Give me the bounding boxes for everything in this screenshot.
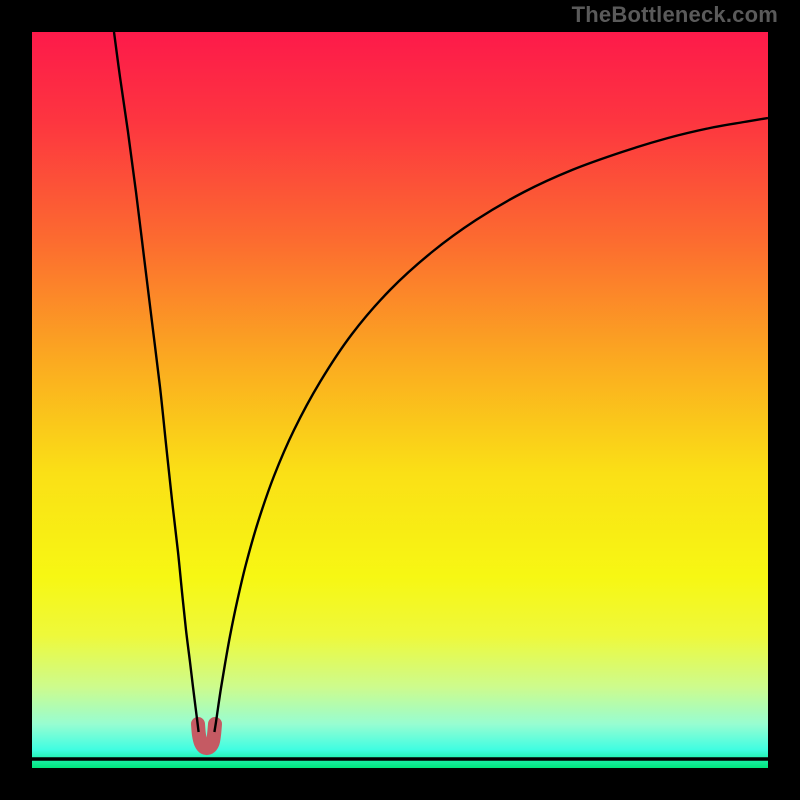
figure-root: TheBottleneck.com <box>0 0 800 800</box>
plot-area <box>32 32 768 768</box>
chart-svg <box>0 0 800 800</box>
